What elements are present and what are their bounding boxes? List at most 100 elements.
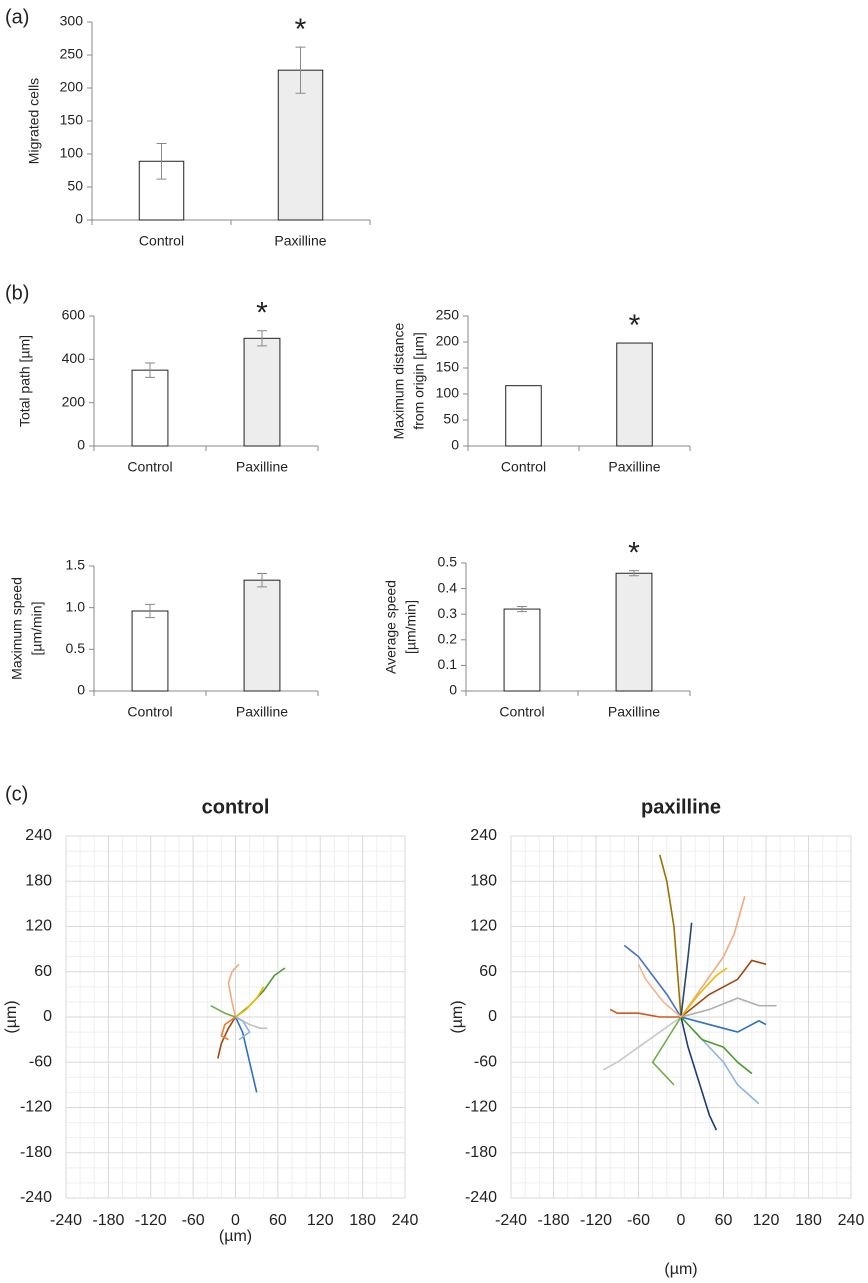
y-axis-label: Migrated cells (26, 78, 42, 164)
y-axis-label: (µm) (449, 1000, 466, 1033)
bar (243, 337, 281, 447)
y-tick-label: 0.5 (438, 554, 458, 570)
y-tick-label: 0.4 (438, 579, 458, 595)
track (235, 986, 265, 1018)
error-bar (145, 362, 155, 378)
error-bar (145, 603, 155, 619)
x-tick-label: Paxilline (236, 704, 288, 720)
x-tick-label: -60 (182, 1212, 205, 1229)
y-tick-label: -120 (465, 1099, 497, 1116)
track (623, 944, 682, 1018)
y-tick-label: 0.2 (438, 631, 458, 647)
error-bar (295, 46, 306, 94)
x-tick-label: 180 (795, 1212, 822, 1229)
x-tick-label: Control (139, 233, 184, 249)
y-tick-label: 50 (67, 178, 83, 194)
x-tick-label: 60 (269, 1212, 287, 1229)
bar (131, 610, 169, 692)
track (680, 959, 767, 1018)
track (210, 1004, 236, 1018)
x-tick-label: Paxilline (608, 704, 660, 720)
x-tick-label: Paxilline (274, 233, 326, 249)
panel-label: (c) (5, 783, 28, 805)
x-tick-label: -180 (537, 1212, 569, 1229)
significance-marker: * (629, 309, 641, 342)
track (235, 1016, 251, 1041)
y-axis-label: Maximum speed (9, 577, 25, 680)
x-tick-label: -180 (92, 1212, 124, 1229)
track (651, 1016, 682, 1086)
track (680, 1016, 718, 1131)
y-tick-label: 200 (436, 333, 460, 349)
track (220, 1016, 236, 1041)
y-axis-label: Average speed (383, 580, 399, 674)
y-tick-label: 240 (25, 827, 52, 844)
track (637, 963, 682, 1018)
x-tick-label: Control (501, 459, 546, 475)
y-tick-label: -120 (20, 1099, 52, 1116)
x-tick-label: 60 (715, 1212, 733, 1229)
track (680, 922, 693, 1018)
y-tick-label: 1.0 (66, 598, 86, 614)
panel-label: (a) (5, 6, 29, 28)
y-tick-label: 200 (62, 393, 86, 409)
y-tick-label: 0 (449, 682, 457, 698)
y-tick-label: -180 (20, 1144, 52, 1161)
bar (131, 369, 169, 447)
y-tick-label: 0 (77, 437, 85, 453)
y-tick-label: 100 (436, 385, 460, 401)
y-tick-label: 200 (60, 79, 84, 95)
track (680, 967, 728, 1018)
panel-label: (b) (5, 282, 29, 304)
x-tick-label: Paxilline (236, 459, 288, 475)
x-tick-label: -60 (627, 1212, 650, 1229)
x-tick-label: 120 (307, 1212, 334, 1229)
y-tick-label: 1.5 (66, 557, 86, 573)
track (680, 896, 746, 1018)
x-tick-label: 180 (349, 1212, 376, 1229)
track (680, 1016, 767, 1033)
x-tick-label: -240 (495, 1212, 527, 1229)
track (680, 1016, 753, 1075)
bar (616, 342, 653, 447)
x-tick-label: 240 (392, 1212, 419, 1229)
error-bar (517, 606, 527, 613)
y-axis-label: [µm/min] (403, 600, 419, 654)
y-tick-label: 100 (60, 145, 84, 161)
y-tick-label: 0.1 (438, 656, 458, 672)
y-tick-label: -240 (465, 1189, 497, 1206)
y-tick-label: -180 (465, 1144, 497, 1161)
y-tick-label: 50 (443, 411, 459, 427)
y-axis-label: from origin [µm] (411, 332, 427, 430)
y-axis-label: (µm) (3, 1000, 20, 1033)
y-tick-label: 250 (60, 46, 84, 62)
x-axis-label: (µm) (664, 1261, 697, 1278)
y-tick-label: 600 (62, 307, 86, 323)
y-tick-label: 0 (488, 1008, 497, 1025)
y-tick-label: 0.5 (66, 640, 86, 656)
error-bar (156, 142, 167, 180)
y-tick-label: 300 (60, 13, 84, 29)
x-tick-label: Control (499, 704, 544, 720)
track (227, 963, 240, 1018)
y-tick-label: 120 (25, 918, 52, 935)
chart-title: paxilline (641, 796, 721, 818)
y-tick-label: -60 (474, 1053, 497, 1070)
y-tick-label: 400 (62, 350, 86, 366)
x-tick-label: -120 (135, 1212, 167, 1229)
y-tick-label: -240 (20, 1189, 52, 1206)
bar (615, 572, 653, 692)
x-tick-label: Control (127, 459, 172, 475)
y-tick-label: 0 (43, 1008, 52, 1025)
bar (503, 608, 541, 692)
y-tick-label: 60 (34, 963, 52, 980)
y-tick-label: 120 (470, 918, 497, 935)
track (602, 1016, 682, 1071)
bar (243, 579, 281, 692)
significance-marker: * (295, 13, 307, 46)
track (609, 1008, 681, 1018)
y-tick-label: 60 (479, 963, 497, 980)
significance-marker: * (628, 537, 640, 570)
x-tick-label: Paxilline (608, 459, 660, 475)
